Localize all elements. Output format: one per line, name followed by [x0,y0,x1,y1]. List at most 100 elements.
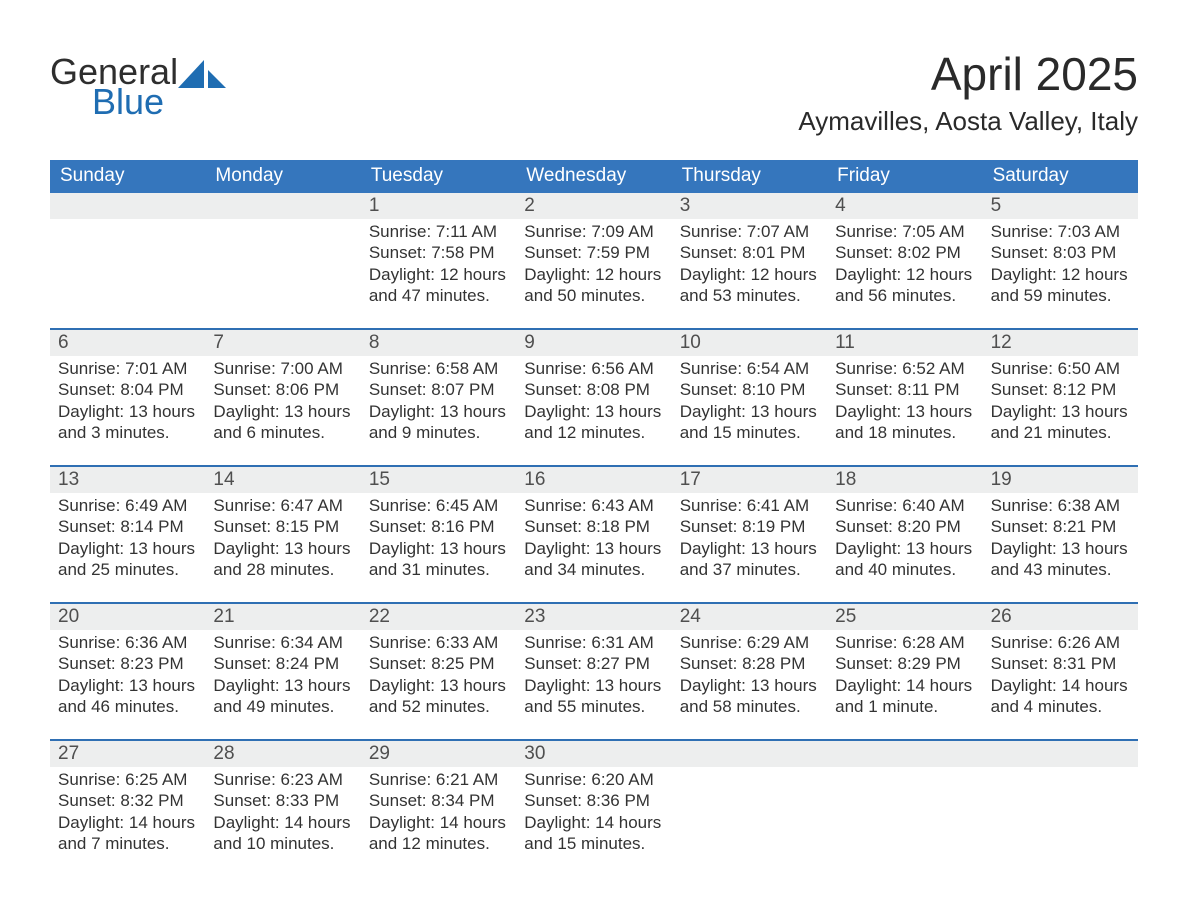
daylight-text-line1: Daylight: 13 hours [680,401,819,422]
day-detail-row: Sunrise: 6:36 AMSunset: 8:23 PMDaylight:… [50,630,1138,739]
sunset-text: Sunset: 8:29 PM [835,653,974,674]
calendar-week: 6789101112Sunrise: 7:01 AMSunset: 8:04 P… [50,328,1138,465]
day-detail-cell: Sunrise: 6:21 AMSunset: 8:34 PMDaylight:… [361,767,516,876]
daylight-text-line1: Daylight: 13 hours [58,675,197,696]
sunrise-text: Sunrise: 6:41 AM [680,495,819,516]
sunset-text: Sunset: 8:10 PM [680,379,819,400]
day-detail-cell: Sunrise: 7:00 AMSunset: 8:06 PMDaylight:… [205,356,360,465]
day-detail-cell: Sunrise: 7:09 AMSunset: 7:59 PMDaylight:… [516,219,671,328]
daylight-text-line1: Daylight: 14 hours [524,812,663,833]
daylight-text-line2: and 49 minutes. [213,696,352,717]
day-number-cell: 7 [205,330,360,356]
sunrise-text: Sunrise: 7:01 AM [58,358,197,379]
day-detail-row: Sunrise: 6:25 AMSunset: 8:32 PMDaylight:… [50,767,1138,876]
daylight-text-line2: and 1 minute. [835,696,974,717]
day-number-cell: 20 [50,604,205,630]
dow-saturday: Saturday [983,160,1138,193]
day-number-row: 20212223242526 [50,604,1138,630]
dow-tuesday: Tuesday [361,160,516,193]
daylight-text-line2: and 4 minutes. [991,696,1130,717]
daylight-text-line2: and 50 minutes. [524,285,663,306]
sunset-text: Sunset: 8:33 PM [213,790,352,811]
daylight-text-line2: and 31 minutes. [369,559,508,580]
day-detail-row: Sunrise: 6:49 AMSunset: 8:14 PMDaylight:… [50,493,1138,602]
day-detail-cell: Sunrise: 6:36 AMSunset: 8:23 PMDaylight:… [50,630,205,739]
day-detail-cell: Sunrise: 6:38 AMSunset: 8:21 PMDaylight:… [983,493,1138,602]
day-number-row: 12345 [50,193,1138,219]
daylight-text-line2: and 12 minutes. [369,833,508,854]
day-number-cell: 9 [516,330,671,356]
day-detail-cell: Sunrise: 6:25 AMSunset: 8:32 PMDaylight:… [50,767,205,876]
day-number-cell: 13 [50,467,205,493]
day-detail-cell: Sunrise: 6:52 AMSunset: 8:11 PMDaylight:… [827,356,982,465]
daylight-text-line1: Daylight: 13 hours [991,401,1130,422]
calendar-month-title: April 2025 [798,50,1138,98]
sunrise-text: Sunrise: 6:33 AM [369,632,508,653]
daylight-text-line2: and 56 minutes. [835,285,974,306]
daylight-text-line1: Daylight: 12 hours [991,264,1130,285]
day-number-cell [672,741,827,767]
day-detail-cell: Sunrise: 6:29 AMSunset: 8:28 PMDaylight:… [672,630,827,739]
day-number-cell: 3 [672,193,827,219]
day-detail-cell: Sunrise: 6:56 AMSunset: 8:08 PMDaylight:… [516,356,671,465]
daylight-text-line1: Daylight: 13 hours [524,675,663,696]
sunset-text: Sunset: 8:24 PM [213,653,352,674]
daylight-text-line1: Daylight: 13 hours [835,538,974,559]
day-detail-cell: Sunrise: 6:33 AMSunset: 8:25 PMDaylight:… [361,630,516,739]
day-detail-cell: Sunrise: 7:03 AMSunset: 8:03 PMDaylight:… [983,219,1138,328]
sunset-text: Sunset: 8:25 PM [369,653,508,674]
daylight-text-line2: and 10 minutes. [213,833,352,854]
day-detail-cell: Sunrise: 6:26 AMSunset: 8:31 PMDaylight:… [983,630,1138,739]
daylight-text-line2: and 59 minutes. [991,285,1130,306]
day-number-cell: 24 [672,604,827,630]
day-detail-cell: Sunrise: 6:31 AMSunset: 8:27 PMDaylight:… [516,630,671,739]
page-title-block: April 2025 Aymavilles, Aosta Valley, Ita… [798,50,1138,137]
sunset-text: Sunset: 8:11 PM [835,379,974,400]
day-number-cell: 27 [50,741,205,767]
day-detail-cell: Sunrise: 6:43 AMSunset: 8:18 PMDaylight:… [516,493,671,602]
day-number-cell: 6 [50,330,205,356]
sunrise-text: Sunrise: 6:54 AM [680,358,819,379]
day-detail-cell: Sunrise: 6:23 AMSunset: 8:33 PMDaylight:… [205,767,360,876]
sunrise-text: Sunrise: 6:43 AM [524,495,663,516]
daylight-text-line2: and 28 minutes. [213,559,352,580]
day-detail-cell: Sunrise: 6:45 AMSunset: 8:16 PMDaylight:… [361,493,516,602]
day-number-cell: 25 [827,604,982,630]
day-number-cell: 21 [205,604,360,630]
sunrise-text: Sunrise: 6:36 AM [58,632,197,653]
daylight-text-line2: and 37 minutes. [680,559,819,580]
sunrise-text: Sunrise: 6:21 AM [369,769,508,790]
daylight-text-line1: Daylight: 14 hours [991,675,1130,696]
daylight-text-line2: and 43 minutes. [991,559,1130,580]
day-detail-cell: Sunrise: 6:49 AMSunset: 8:14 PMDaylight:… [50,493,205,602]
day-number-cell: 19 [983,467,1138,493]
daylight-text-line2: and 40 minutes. [835,559,974,580]
sunset-text: Sunset: 8:36 PM [524,790,663,811]
day-number-cell: 1 [361,193,516,219]
day-detail-cell: Sunrise: 6:54 AMSunset: 8:10 PMDaylight:… [672,356,827,465]
sunset-text: Sunset: 8:06 PM [213,379,352,400]
sunrise-text: Sunrise: 7:11 AM [369,221,508,242]
daylight-text-line2: and 3 minutes. [58,422,197,443]
sunset-text: Sunset: 8:01 PM [680,242,819,263]
daylight-text-line1: Daylight: 13 hours [369,675,508,696]
sunrise-text: Sunrise: 6:58 AM [369,358,508,379]
sunrise-text: Sunrise: 6:34 AM [213,632,352,653]
daylight-text-line1: Daylight: 13 hours [680,675,819,696]
daylight-text-line2: and 18 minutes. [835,422,974,443]
sunrise-text: Sunrise: 6:50 AM [991,358,1130,379]
calendar-week: 27282930Sunrise: 6:25 AMSunset: 8:32 PMD… [50,739,1138,876]
sunset-text: Sunset: 8:04 PM [58,379,197,400]
day-detail-cell [672,767,827,876]
sunrise-text: Sunrise: 6:28 AM [835,632,974,653]
day-number-cell: 14 [205,467,360,493]
day-number-row: 13141516171819 [50,467,1138,493]
day-number-cell: 12 [983,330,1138,356]
day-detail-row: Sunrise: 7:01 AMSunset: 8:04 PM Daylight:… [50,356,1138,465]
daylight-text-line1: Daylight: 13 hours [524,401,663,422]
sunset-text: Sunset: 8:03 PM [991,242,1130,263]
day-number-cell [827,741,982,767]
day-number-cell: 23 [516,604,671,630]
day-detail-cell: Sunrise: 6:58 AMSunset: 8:07 PMDaylight:… [361,356,516,465]
daylight-text-line2: and 9 minutes. [369,422,508,443]
